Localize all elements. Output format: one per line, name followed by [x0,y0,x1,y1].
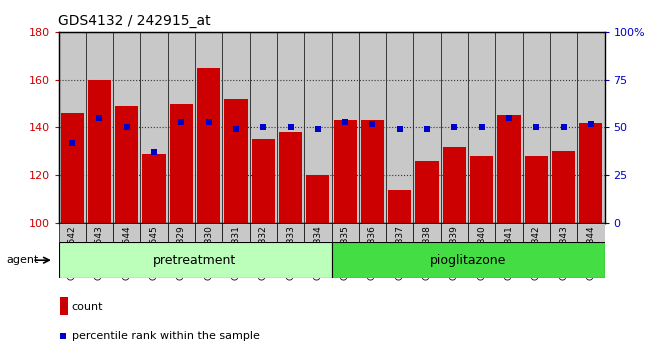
Bar [113,223,140,242]
Text: GSM201844: GSM201844 [586,225,595,280]
Bar [577,32,605,223]
Bar [441,32,468,223]
Bar [550,223,577,242]
Bar [413,32,441,223]
Text: pioglitazone: pioglitazone [430,254,506,267]
Bar [250,32,277,223]
Text: GSM201542: GSM201542 [68,225,77,280]
Bar [361,120,384,223]
Text: percentile rank within the sample: percentile rank within the sample [72,331,259,341]
Text: GSM201838: GSM201838 [422,225,432,280]
Text: GSM201545: GSM201545 [150,225,159,280]
Bar [170,104,193,223]
Text: GSM201833: GSM201833 [286,225,295,280]
Bar [86,223,113,242]
Bar [332,32,359,223]
Text: pretreatment: pretreatment [153,254,237,267]
Bar [441,223,468,242]
Bar [88,80,111,223]
Bar [388,190,411,223]
Text: count: count [72,302,103,312]
Bar [224,99,248,223]
Bar [222,223,250,242]
Text: GSM201841: GSM201841 [504,225,514,280]
Bar [413,223,441,242]
Bar [86,32,113,223]
Bar [497,115,521,223]
Text: GSM201830: GSM201830 [204,225,213,280]
Bar [250,223,277,242]
Text: GSM201829: GSM201829 [177,225,186,280]
Bar [222,32,250,223]
Text: GSM201544: GSM201544 [122,225,131,280]
Bar [58,242,332,278]
Bar [140,223,168,242]
Bar [359,32,386,223]
Bar [468,223,495,242]
Bar [279,132,302,223]
Bar [443,147,466,223]
Text: GSM201835: GSM201835 [341,225,350,280]
Text: GSM201839: GSM201839 [450,225,459,280]
Text: GSM201834: GSM201834 [313,225,322,280]
Bar [386,223,413,242]
Bar [415,161,439,223]
Bar [277,223,304,242]
Bar [470,156,493,223]
Bar [168,32,195,223]
Bar [577,223,605,242]
Bar [306,175,330,223]
Bar [58,32,86,223]
Bar [525,156,548,223]
Bar [304,223,332,242]
Bar [113,32,140,223]
Bar [60,297,68,315]
Text: GSM201831: GSM201831 [231,225,240,280]
Bar [168,223,195,242]
Bar [468,32,495,223]
Bar [359,223,386,242]
Bar [523,32,550,223]
Bar [195,32,222,223]
Bar [550,32,577,223]
Text: GSM201840: GSM201840 [477,225,486,280]
Text: GSM201832: GSM201832 [259,225,268,280]
Text: GDS4132 / 242915_at: GDS4132 / 242915_at [58,14,211,28]
Bar [386,32,413,223]
Bar [277,32,304,223]
Bar [252,139,275,223]
Bar [115,106,138,223]
Text: GSM201842: GSM201842 [532,225,541,280]
Bar [304,32,332,223]
Bar [552,152,575,223]
Text: GSM201837: GSM201837 [395,225,404,280]
Bar [58,223,86,242]
Text: agent: agent [6,255,39,265]
Text: GSM201543: GSM201543 [95,225,104,280]
Bar [523,223,550,242]
Bar [197,68,220,223]
Bar [195,223,222,242]
Bar [60,113,84,223]
Bar [495,223,523,242]
Bar [142,154,166,223]
Bar [332,242,604,278]
Bar [579,123,603,223]
Bar [495,32,523,223]
Text: GSM201836: GSM201836 [368,225,377,280]
Bar [140,32,168,223]
Text: GSM201843: GSM201843 [559,225,568,280]
Bar [332,223,359,242]
Bar [333,120,357,223]
